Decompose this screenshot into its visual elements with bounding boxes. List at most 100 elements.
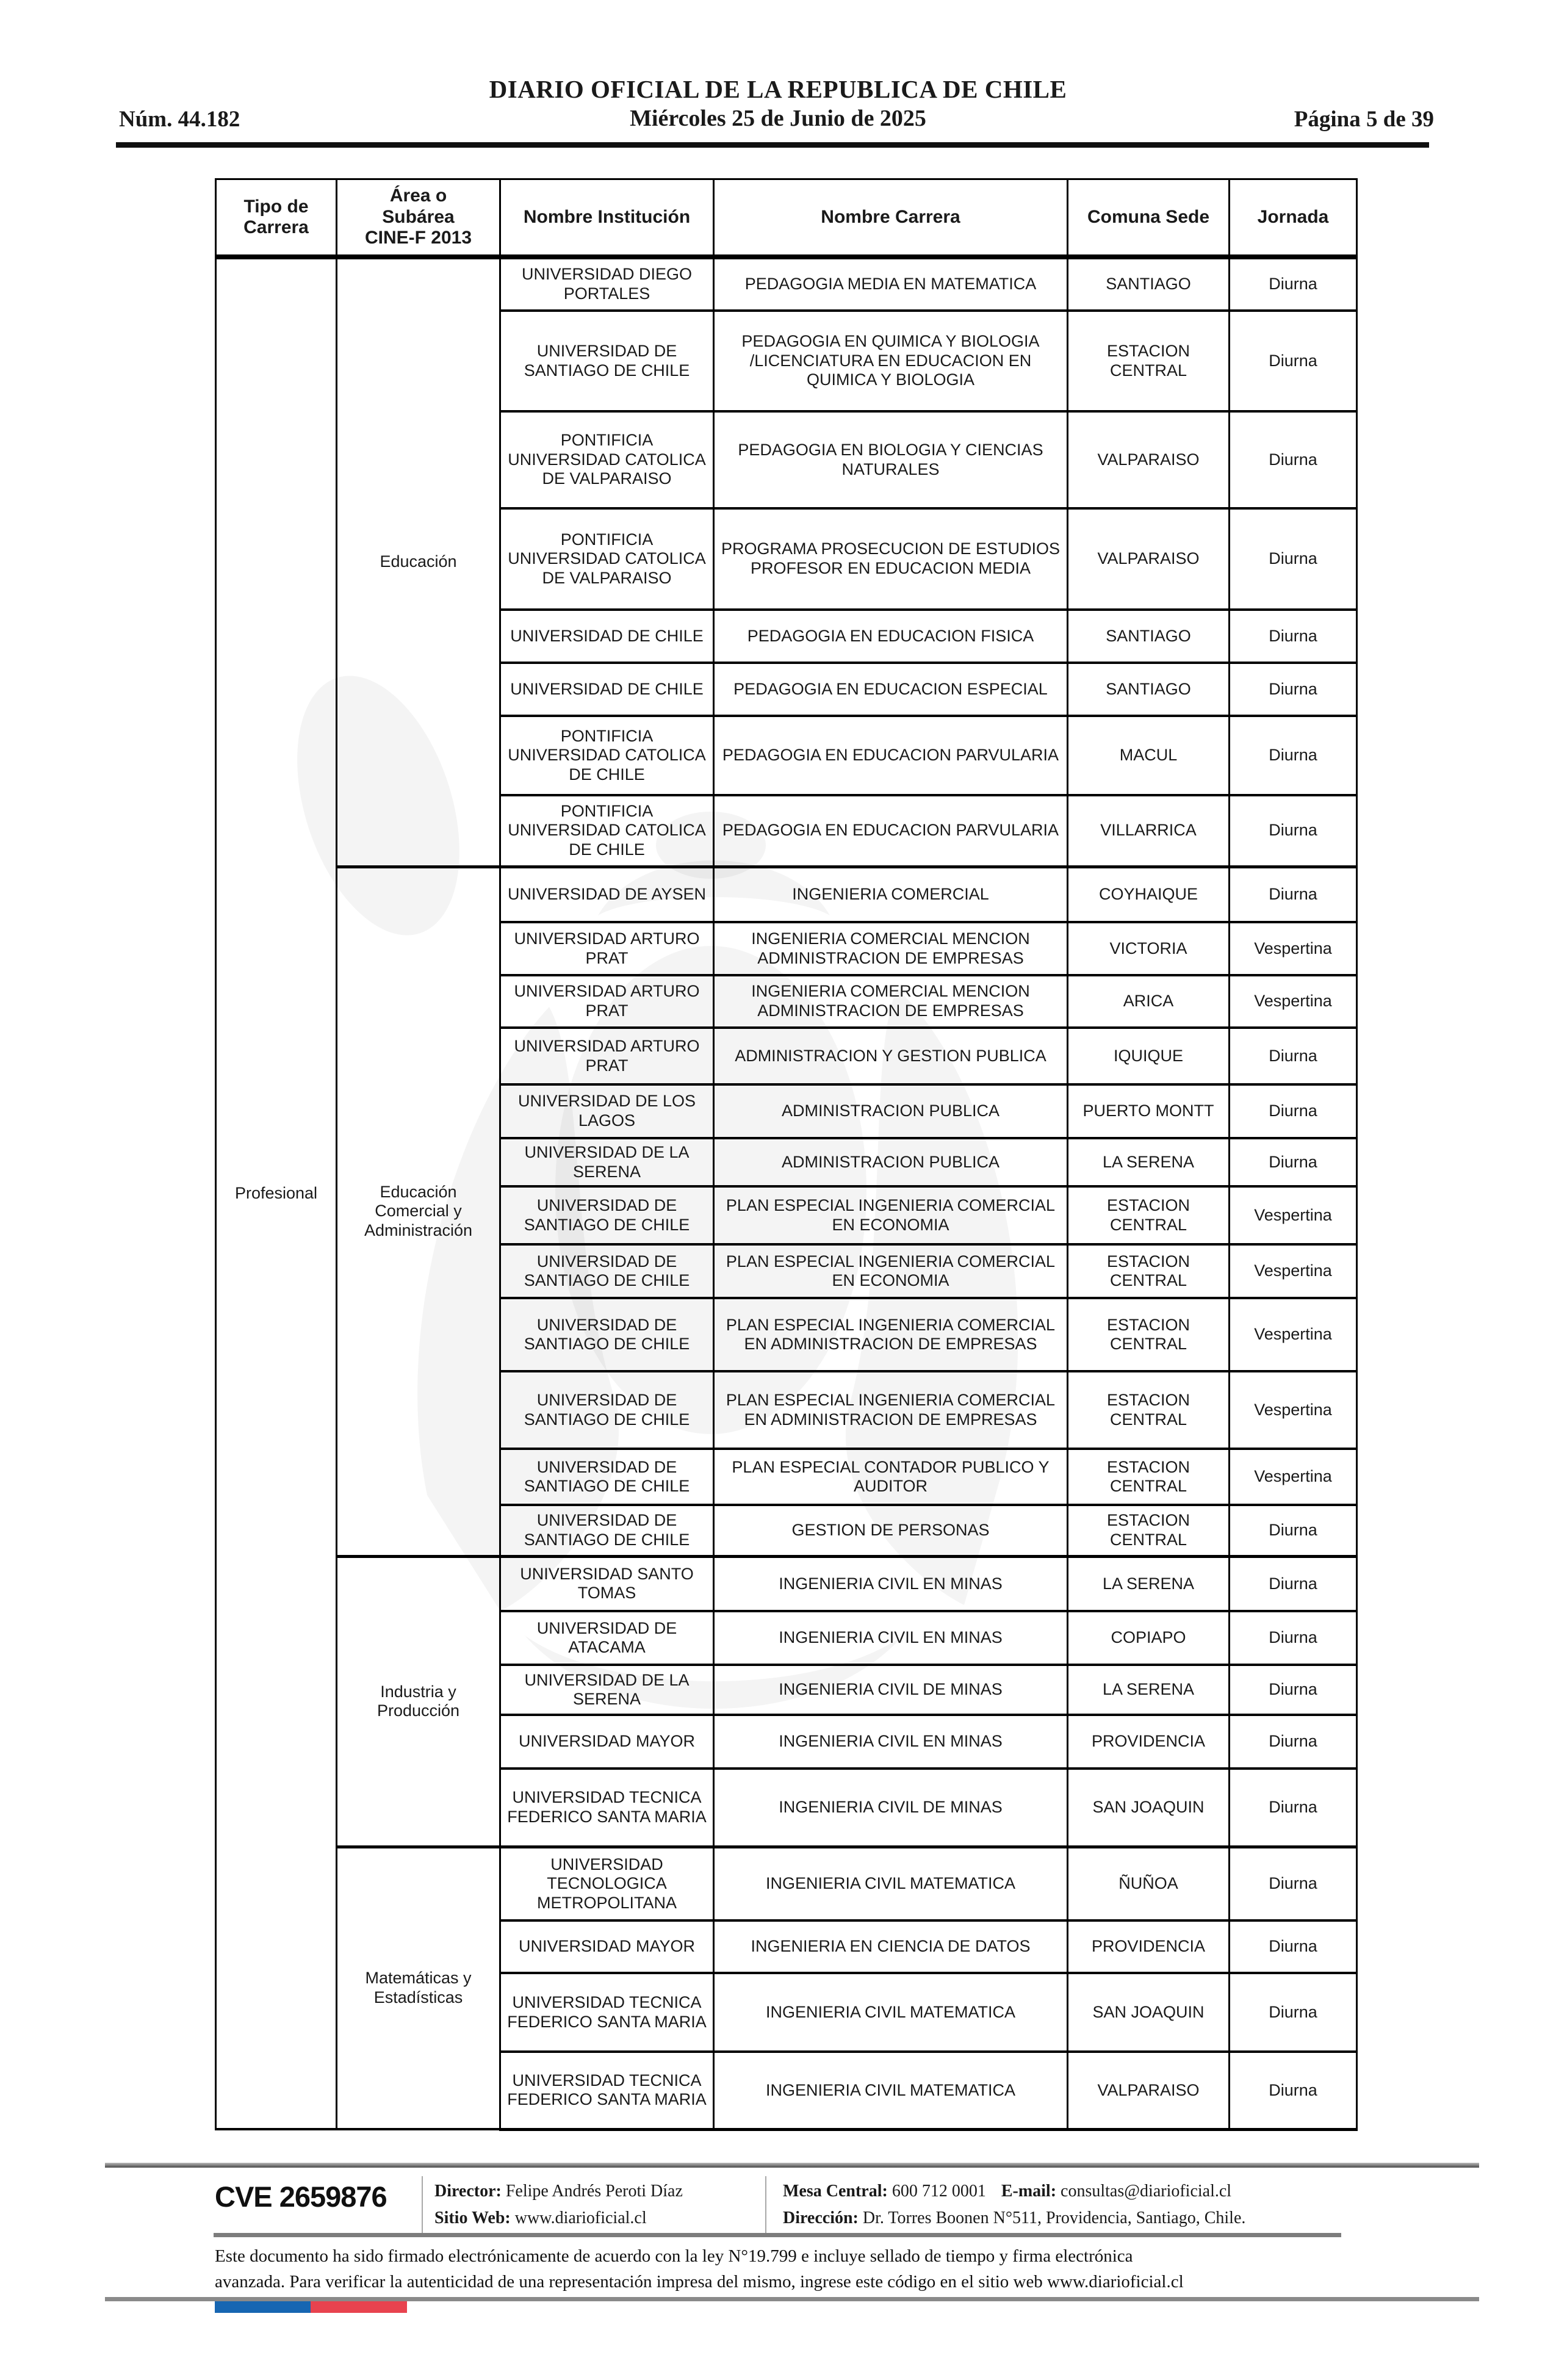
jornada-cell: Diurna (1228, 1714, 1358, 1770)
carrera-cell: ADMINISTRACION Y GESTION PUBLICA (713, 1026, 1068, 1086)
table-row: UNIVERSIDAD TECNICA FEDERICO SANTA MARIA… (216, 1767, 1358, 1848)
director-label: Director: (434, 2182, 502, 2201)
institucion-cell: UNIVERSIDAD SANTO TOMAS (499, 1554, 715, 1613)
masthead-title: DIARIO OFICIAL DE LA REPUBLICA DE CHILE (489, 75, 1067, 103)
table-row: Matemáticas y Estadísticas UNIVERSIDAD TE… (216, 1845, 1358, 2131)
jornada-cell: Vespertina (1228, 921, 1358, 976)
director-line: Director: Felipe Andrés Peroti Díaz (434, 2178, 683, 2205)
institucion-cell: UNIVERSIDAD DE AYSEN (499, 865, 715, 923)
jornada-cell: Diurna (1228, 1845, 1358, 1922)
institucion-cell: UNIVERSIDAD DE CHILE (499, 662, 715, 717)
carrera-cell: INGENIERIA CIVIL DE MINAS (713, 1664, 1068, 1717)
signature-disclaimer: Este documento ha sido firmado electróni… (215, 2243, 1374, 2295)
footer-contact-block: Mesa Central: 600 712 0001 E-mail: consu… (783, 2178, 1245, 2232)
jornada-cell: Diurna (1228, 1026, 1358, 1086)
carrera-cell: PEDAGOGIA EN EDUCACION PARVULARIA (713, 715, 1068, 796)
institucion-cell: UNIVERSIDAD DE LOS LAGOS (499, 1083, 715, 1139)
mesa-central-line: Mesa Central: 600 712 0001 E-mail: consu… (783, 2178, 1245, 2205)
comuna-cell: SANTIAGO (1067, 256, 1230, 312)
comuna-cell: ÑUÑOA (1067, 1845, 1230, 1922)
area-cell: Educación Comercial y Administración (336, 865, 501, 1558)
comuna-cell: ARICA (1067, 974, 1230, 1029)
carrera-cell: PLAN ESPECIAL CONTADOR PUBLICO Y AUDITOR (713, 1448, 1068, 1507)
institucion-cell: UNIVERSIDAD ARTURO PRAT (499, 1026, 715, 1086)
jornada-cell: Vespertina (1228, 1243, 1358, 1300)
masthead-date: Miércoles 25 de Junio de 2025 (630, 106, 926, 131)
masthead-rule (116, 142, 1429, 148)
email-label: E-mail: (1001, 2182, 1057, 2201)
jornada-cell: Vespertina (1228, 1185, 1358, 1246)
table-row: Profesional Educación UNIVERSIDAD DIEGO PO… (215, 255, 1358, 2131)
institucion-cell: UNIVERSIDAD TECNICA FEDERICO SANTA MARIA (499, 2050, 715, 2131)
institucion-cell: UNIVERSIDAD MAYOR (499, 1714, 715, 1770)
table-row: UNIVERSIDAD DE CHILE PEDAGOGIA EN EDUCACI… (216, 608, 1358, 664)
jornada-cell: Vespertina (1228, 1448, 1358, 1507)
carrera-cell: PEDAGOGIA EN EDUCACION PARVULARIA (713, 794, 1068, 868)
comuna-cell: PROVIDENCIA (1067, 1919, 1230, 1975)
jornada-cell: Diurna (1228, 1664, 1358, 1717)
institucion-cell: UNIVERSIDAD DE SANTIAGO DE CHILE (499, 1297, 715, 1373)
jornada-cell: Vespertina (1228, 1370, 1358, 1451)
jornada-cell: Diurna (1228, 662, 1358, 717)
comuna-cell: VALPARAISO (1067, 2050, 1230, 2131)
jornada-cell: Diurna (1228, 865, 1358, 923)
carrera-cell: PEDAGOGIA EN EDUCACION ESPECIAL (713, 662, 1068, 717)
comuna-cell: PUERTO MONTT (1067, 1083, 1230, 1139)
table-row: UNIVERSIDAD ARTURO PRAT ADMINISTRACION Y … (216, 1026, 1358, 1086)
institucion-cell: UNIVERSIDAD MAYOR (499, 1919, 715, 1975)
institucion-cell: PONTIFICIA UNIVERSIDAD CATOLICA DE VALPA… (499, 507, 715, 611)
institucion-cell: PONTIFICIA UNIVERSIDAD CATOLICA DE CHILE (499, 715, 715, 796)
institucion-cell: UNIVERSIDAD DE LA SERENA (499, 1136, 715, 1188)
jornada-cell: Diurna (1228, 1610, 1358, 1667)
direccion-line: Dirección: Dr. Torres Boonen N°511, Prov… (783, 2205, 1245, 2232)
institucion-cell: UNIVERSIDAD DE CHILE (499, 608, 715, 664)
footer-top-rule (105, 2163, 1479, 2168)
comuna-cell: ESTACION CENTRAL (1067, 309, 1230, 413)
table-row: UNIVERSIDAD DE SANTIAGO DE CHILE PLAN ESP… (216, 1243, 1358, 1300)
carrera-cell: INGENIERIA CIVIL MATEMATICA (713, 1972, 1068, 2054)
table-row: UNIVERSIDAD MAYOR INGENIERIA EN CIENCIA D… (216, 1919, 1358, 1975)
jornada-cell: Diurna (1228, 1767, 1358, 1848)
comuna-cell: ESTACION CENTRAL (1067, 1185, 1230, 1246)
institucion-cell: UNIVERSIDAD DE SANTIAGO DE CHILE (499, 1504, 715, 1558)
chile-flag-bar (215, 2301, 407, 2313)
jornada-cell: Diurna (1228, 608, 1358, 664)
comuna-cell: VILLARRICA (1067, 794, 1230, 868)
comuna-cell: LA SERENA (1067, 1664, 1230, 1717)
jornada-cell: Diurna (1228, 1919, 1358, 1975)
table-row: UNIVERSIDAD DE SANTIAGO DE CHILE PLAN ESP… (216, 1297, 1358, 1373)
comuna-cell: IQUIQUE (1067, 1026, 1230, 1086)
jornada-cell: Diurna (1228, 1554, 1358, 1613)
direccion-label: Dirección: (783, 2209, 859, 2227)
jornada-cell: Diurna (1228, 1083, 1358, 1139)
disclaimer-line-2: avanzada. Para verificar la autenticidad… (215, 2272, 1184, 2292)
sitio-web-line: Sitio Web: www.diarioficial.cl (434, 2205, 683, 2232)
flag-blue-segment (215, 2301, 311, 2313)
institucion-cell: PONTIFICIA UNIVERSIDAD CATOLICA DE VALPA… (499, 410, 715, 510)
sitio-web-label: Sitio Web: (434, 2209, 511, 2227)
table-row: UNIVERSIDAD DE CHILE PEDAGOGIA EN EDUCACI… (216, 662, 1358, 717)
disclaimer-line-1: Este documento ha sido firmado electróni… (215, 2246, 1133, 2266)
institucion-cell: UNIVERSIDAD ARTURO PRAT (499, 974, 715, 1029)
carrera-cell: INGENIERIA CIVIL EN MINAS (713, 1554, 1068, 1613)
jornada-cell: Diurna (1228, 1136, 1358, 1188)
comuna-cell: LA SERENA (1067, 1554, 1230, 1613)
carrera-cell: PEDAGOGIA EN BIOLOGIA Y CIENCIAS NATURAL… (713, 410, 1068, 510)
jornada-cell: Vespertina (1228, 974, 1358, 1029)
flag-red-segment (311, 2301, 407, 2313)
table-row: Industria y Producción UNIVERSIDAD SANTO … (216, 1554, 1358, 1848)
jornada-cell: Diurna (1228, 410, 1358, 510)
tipo-carrera-cell: Profesional (215, 255, 337, 2131)
comuna-cell: VICTORIA (1067, 921, 1230, 976)
table-row: UNIVERSIDAD DE LOS LAGOS ADMINISTRACION P… (216, 1083, 1358, 1139)
carrera-cell: INGENIERIA CIVIL EN MINAS (713, 1610, 1068, 1667)
carrera-cell: ADMINISTRACION PUBLICA (713, 1136, 1068, 1188)
comuna-cell: ESTACION CENTRAL (1067, 1297, 1230, 1373)
institucion-cell: UNIVERSIDAD DE ATACAMA (499, 1610, 715, 1667)
table-row: UNIVERSIDAD DE ATACAMA INGENIERIA CIVIL E… (216, 1610, 1358, 1667)
table-row: PONTIFICIA UNIVERSIDAD CATOLICA DE VALPA… (216, 410, 1358, 510)
table-row: UNIVERSIDAD DE LA SERENA ADMINISTRACION P… (216, 1136, 1358, 1188)
column-header-5: Jornada (1228, 178, 1358, 259)
carrera-cell: INGENIERIA CIVIL MATEMATICA (713, 2050, 1068, 2131)
column-header-1: Área o Subárea CINE-F 2013 (336, 178, 501, 259)
